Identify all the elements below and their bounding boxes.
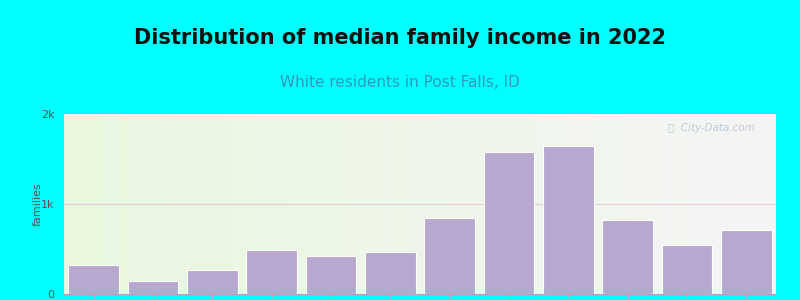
Text: Distribution of median family income in 2022: Distribution of median family income in … xyxy=(134,28,666,48)
Bar xyxy=(484,152,534,294)
Bar xyxy=(128,280,178,294)
Bar xyxy=(543,146,594,294)
Bar xyxy=(721,230,771,294)
Bar xyxy=(602,220,653,294)
Bar xyxy=(187,270,238,294)
Text: White residents in Post Falls, ID: White residents in Post Falls, ID xyxy=(280,75,520,90)
Y-axis label: families: families xyxy=(33,182,43,226)
Text: ⓘ  City-Data.com: ⓘ City-Data.com xyxy=(668,123,754,133)
Bar xyxy=(662,244,712,294)
Bar xyxy=(69,265,119,294)
Bar xyxy=(246,250,297,294)
Bar xyxy=(425,218,475,294)
Bar xyxy=(365,252,415,294)
Bar xyxy=(306,256,356,294)
